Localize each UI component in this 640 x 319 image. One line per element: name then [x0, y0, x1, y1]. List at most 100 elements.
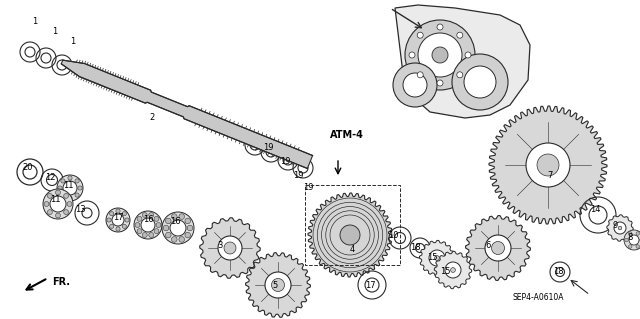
Circle shape [57, 175, 83, 201]
Circle shape [172, 237, 177, 242]
Circle shape [112, 214, 124, 226]
Circle shape [47, 210, 52, 215]
Text: 19: 19 [263, 144, 273, 152]
Circle shape [556, 268, 564, 277]
Circle shape [537, 154, 559, 176]
Circle shape [162, 212, 194, 244]
Text: 8: 8 [627, 234, 633, 242]
Circle shape [451, 268, 456, 272]
Circle shape [135, 223, 140, 227]
Circle shape [23, 165, 37, 179]
Circle shape [64, 210, 68, 215]
Text: 14: 14 [589, 205, 600, 214]
Circle shape [614, 222, 626, 234]
Circle shape [106, 208, 130, 232]
Circle shape [116, 209, 120, 213]
Text: FR.: FR. [52, 277, 70, 287]
Circle shape [172, 214, 177, 219]
Circle shape [154, 229, 159, 234]
Text: 4: 4 [349, 246, 355, 255]
Circle shape [170, 220, 186, 236]
Circle shape [142, 212, 147, 218]
Text: 16: 16 [143, 216, 154, 225]
Circle shape [224, 242, 236, 254]
Circle shape [82, 208, 92, 218]
Circle shape [68, 196, 72, 200]
Text: 10: 10 [388, 231, 398, 240]
Text: 17: 17 [113, 213, 124, 222]
Circle shape [457, 72, 463, 78]
Circle shape [492, 241, 504, 255]
Circle shape [185, 218, 191, 224]
Circle shape [116, 227, 120, 231]
Text: 6: 6 [485, 241, 491, 249]
Polygon shape [435, 251, 472, 289]
Circle shape [452, 54, 508, 110]
Circle shape [624, 230, 640, 250]
Circle shape [156, 223, 161, 227]
Circle shape [636, 232, 639, 235]
Text: 1: 1 [70, 38, 76, 47]
Circle shape [432, 47, 448, 63]
Text: 1: 1 [33, 18, 38, 26]
Polygon shape [61, 60, 312, 168]
Circle shape [78, 186, 82, 190]
Circle shape [365, 278, 379, 292]
Polygon shape [246, 253, 310, 317]
Polygon shape [419, 241, 454, 276]
Circle shape [122, 211, 127, 216]
Circle shape [457, 32, 463, 38]
Circle shape [265, 272, 291, 298]
Circle shape [218, 236, 242, 260]
Circle shape [636, 245, 639, 248]
Circle shape [485, 235, 511, 261]
Circle shape [163, 225, 169, 231]
Text: SEP4-A0610A: SEP4-A0610A [512, 293, 564, 302]
Text: 3: 3 [218, 241, 223, 249]
Circle shape [109, 211, 114, 216]
Circle shape [137, 216, 142, 221]
Circle shape [271, 278, 285, 292]
Circle shape [394, 233, 406, 243]
Circle shape [43, 189, 73, 219]
Text: 19: 19 [292, 170, 303, 180]
Circle shape [417, 72, 423, 78]
Circle shape [107, 218, 111, 222]
Circle shape [625, 238, 628, 242]
Circle shape [266, 147, 276, 157]
Circle shape [283, 155, 293, 165]
Circle shape [340, 225, 360, 245]
Circle shape [187, 225, 193, 231]
Text: 11: 11 [63, 181, 73, 189]
Circle shape [417, 32, 423, 38]
Circle shape [148, 212, 154, 218]
Polygon shape [200, 218, 260, 278]
Text: 15: 15 [427, 254, 437, 263]
Text: 5: 5 [273, 280, 278, 290]
Circle shape [61, 179, 65, 183]
Circle shape [437, 24, 443, 30]
Circle shape [41, 53, 51, 63]
Polygon shape [395, 5, 530, 118]
Circle shape [154, 216, 159, 221]
Text: 1: 1 [52, 27, 58, 36]
Circle shape [141, 218, 155, 232]
Circle shape [47, 174, 58, 186]
Circle shape [109, 224, 114, 228]
Text: 11: 11 [50, 196, 60, 204]
Text: ATM-4: ATM-4 [330, 130, 364, 140]
Circle shape [166, 232, 171, 238]
Text: 9: 9 [612, 220, 618, 229]
Circle shape [250, 140, 260, 150]
Circle shape [465, 52, 471, 58]
Circle shape [68, 176, 72, 180]
Circle shape [298, 163, 308, 173]
Circle shape [185, 232, 191, 238]
Circle shape [57, 60, 67, 70]
Circle shape [61, 193, 65, 197]
Circle shape [435, 256, 440, 260]
Circle shape [628, 245, 632, 248]
Circle shape [166, 218, 171, 224]
Circle shape [403, 73, 427, 97]
Circle shape [629, 235, 639, 245]
